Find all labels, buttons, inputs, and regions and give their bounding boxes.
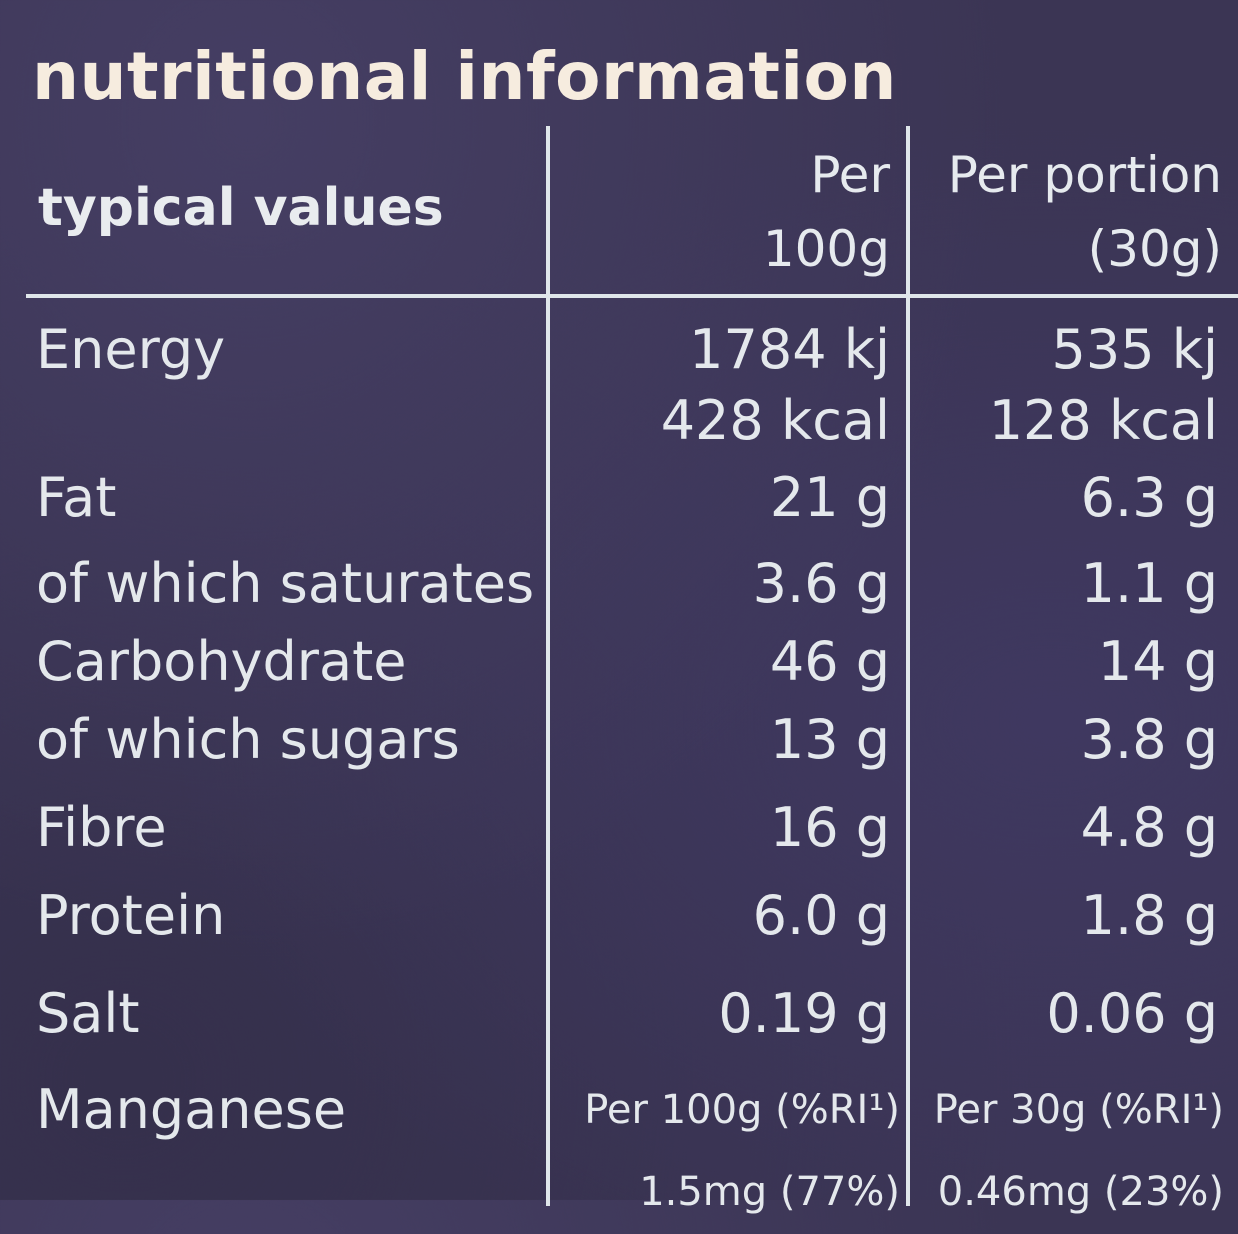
nutrient-per100: 6.0 g — [752, 884, 890, 947]
column-divider-left — [546, 126, 550, 1206]
table-row-fibre: Fibre 16 g 4.8 g — [0, 786, 1238, 870]
nutrient-name: of which saturates — [36, 552, 535, 615]
nutrient-portion: 3.8 g — [1080, 708, 1218, 771]
nutrient-per100: 21 g — [769, 466, 890, 529]
manganese-portion-header: Per 30g (%RI¹) — [933, 1087, 1224, 1133]
energy-portion-kcal: 128 kcal — [988, 389, 1218, 452]
energy-portion-kj: 535 kj — [1051, 318, 1218, 381]
table-row-protein: Protein 6.0 g 1.8 g — [0, 874, 1238, 958]
typical-values-label: typical values — [38, 178, 444, 238]
column-divider-right — [906, 126, 910, 1206]
panel-title: nutritional information — [32, 38, 897, 115]
per-portion-header-line1: Per portion — [947, 146, 1222, 204]
table-row-carbohydrate: Carbohydrate 46 g 14 g — [0, 620, 1238, 704]
energy-per100-kj: 1784 kj — [689, 318, 890, 381]
nutrient-per100: 13 g — [769, 708, 890, 771]
table-row-fat: Fat 21 g 6.3 g — [0, 456, 1238, 540]
energy-label: Energy — [36, 318, 226, 381]
nutrient-name: Protein — [36, 884, 226, 947]
nutrient-per100: 16 g — [769, 796, 890, 859]
nutrient-name: of which sugars — [36, 708, 460, 771]
table-row-saturates: of which saturates 3.6 g 1.1 g — [0, 542, 1238, 626]
manganese-portion-value: 0.46mg (23%) — [937, 1169, 1224, 1215]
table-row-sugars: of which sugars 13 g 3.8 g — [0, 698, 1238, 782]
table-row-manganese: Manganese Per 100g (%RI¹) Per 30g (%RI¹) — [0, 1068, 1238, 1152]
header-divider — [26, 294, 1238, 298]
nutrient-portion: 1.8 g — [1080, 884, 1218, 947]
per-portion-header-line2: (30g) — [1087, 220, 1222, 278]
nutrient-per100: 46 g — [769, 630, 890, 693]
nutrient-name: Fat — [36, 466, 117, 529]
per-100g-header-line2: 100g — [762, 220, 890, 278]
nutrient-portion: 14 g — [1097, 630, 1218, 693]
nutrient-per100: 0.19 g — [718, 982, 890, 1045]
nutrient-name: Carbohydrate — [36, 630, 407, 693]
nutrient-name: Fibre — [36, 796, 167, 859]
nutrient-portion: 1.1 g — [1080, 552, 1218, 615]
nutrient-portion: 6.3 g — [1080, 466, 1218, 529]
energy-row: Energy 1784 kj 535 kj — [0, 308, 1238, 392]
table-row-salt: Salt 0.19 g 0.06 g — [0, 972, 1238, 1056]
energy-per100-kcal: 428 kcal — [660, 389, 890, 452]
manganese-per100-value: 1.5mg (77%) — [639, 1169, 900, 1215]
nutrient-per100: 3.6 g — [752, 552, 890, 615]
nutrient-portion: 4.8 g — [1080, 796, 1218, 859]
manganese-label: Manganese — [36, 1078, 347, 1141]
nutrient-portion: 0.06 g — [1046, 982, 1218, 1045]
per-100g-header-line1: Per — [810, 146, 890, 204]
per-100g-header: Per 100g — [763, 138, 890, 286]
manganese-per100-header: Per 100g (%RI¹) — [584, 1087, 900, 1133]
nutrient-name: Salt — [36, 982, 140, 1045]
per-portion-header: Per portion (30g) — [948, 138, 1222, 286]
